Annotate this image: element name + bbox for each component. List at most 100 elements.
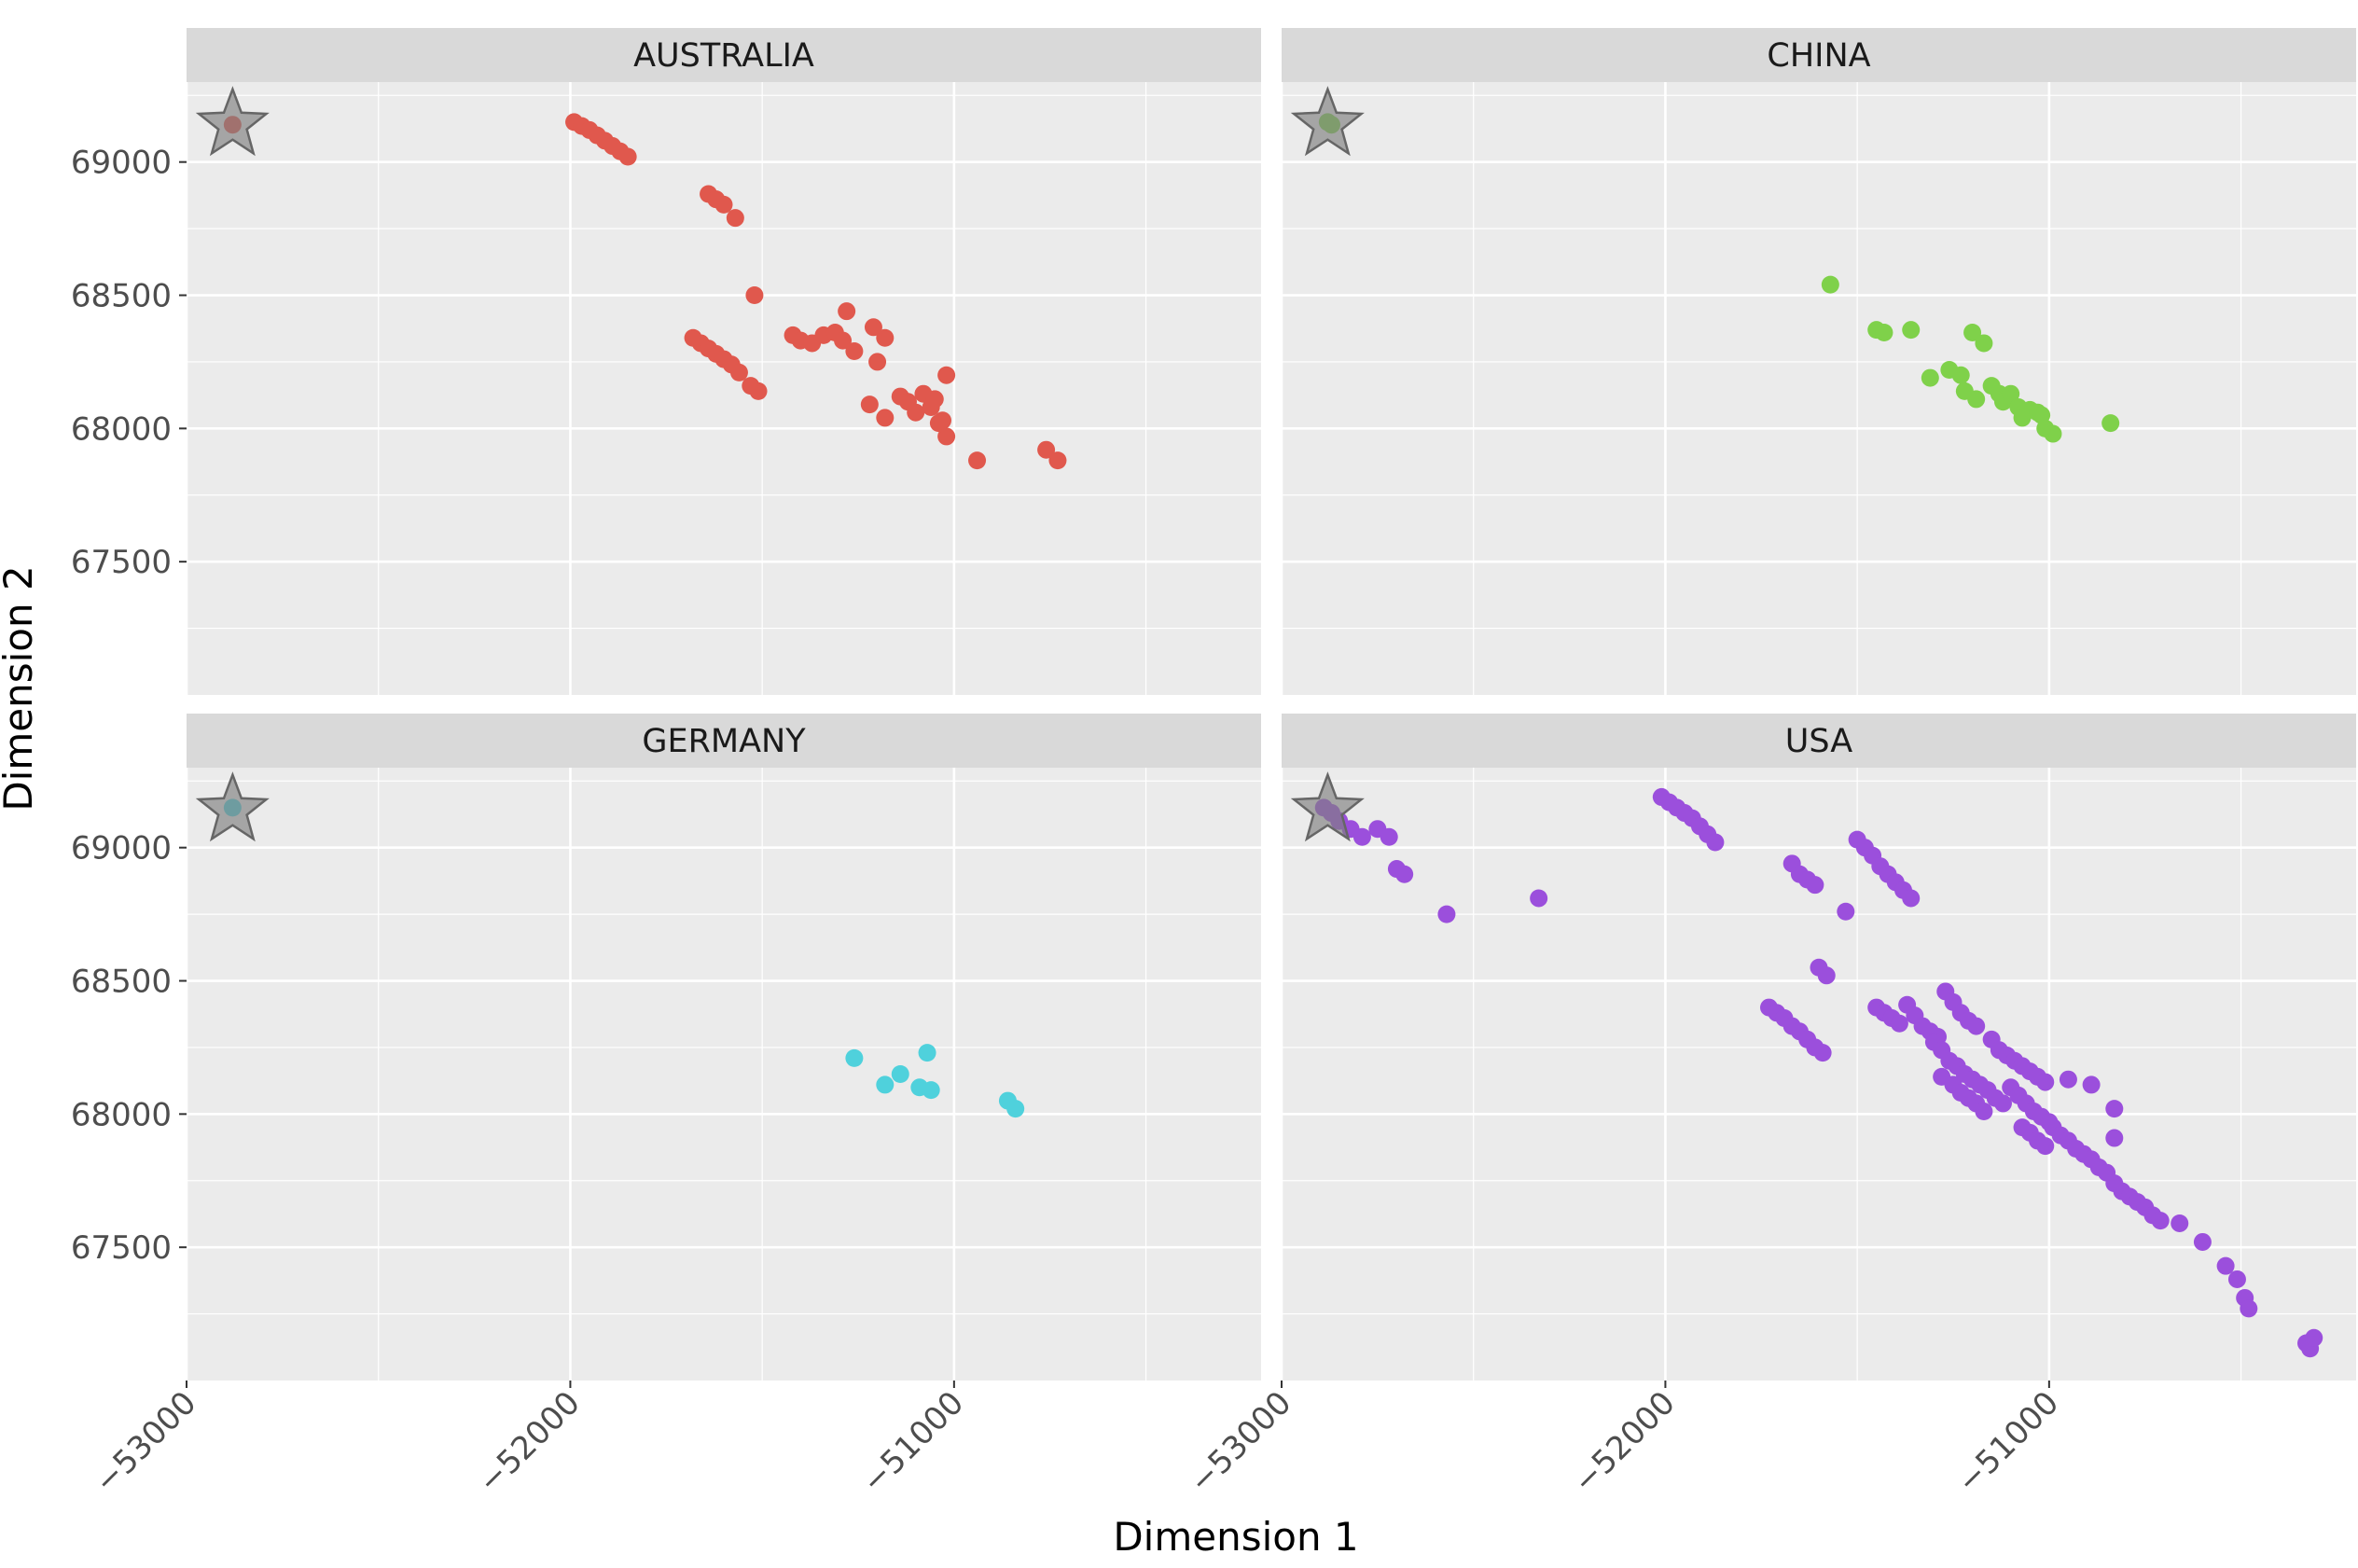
facet-label: AUSTRALIA xyxy=(633,37,814,75)
data-point xyxy=(2193,1232,2212,1251)
panel-background xyxy=(1282,82,2356,695)
data-point xyxy=(2105,1129,2124,1147)
data-point xyxy=(937,366,956,384)
data-point xyxy=(1037,440,1056,459)
x-tick-label: −52000 xyxy=(471,1384,588,1501)
facet-label: GERMANY xyxy=(642,723,806,760)
data-point xyxy=(876,409,895,427)
facet-strip xyxy=(1282,28,2356,82)
reference-star-marker xyxy=(1290,86,1365,157)
data-point xyxy=(2101,414,2120,433)
data-point xyxy=(618,147,637,166)
data-point xyxy=(934,411,952,430)
data-point xyxy=(2036,1137,2055,1156)
x-tick-label: −53000 xyxy=(1182,1384,1298,1501)
panel-background xyxy=(187,768,1261,1381)
reference-star-marker xyxy=(1290,771,1365,842)
y-tick-label: 68000 xyxy=(71,1096,172,1133)
data-point xyxy=(1902,321,1921,340)
data-point xyxy=(891,1065,909,1083)
data-point xyxy=(1806,876,1824,895)
facet-strip xyxy=(187,714,1261,768)
data-point xyxy=(937,427,956,446)
data-point xyxy=(2082,1075,2101,1094)
y-tick-label: 68000 xyxy=(71,410,172,448)
data-point xyxy=(2151,1212,2170,1230)
data-point xyxy=(1395,865,1414,883)
data-point xyxy=(876,328,895,347)
data-point xyxy=(745,286,764,305)
data-point xyxy=(864,318,882,337)
data-point xyxy=(860,395,879,414)
y-tick-label: 68500 xyxy=(71,964,172,1001)
data-point xyxy=(1352,827,1371,846)
facet-strip xyxy=(1282,714,2356,768)
data-point xyxy=(1821,275,1839,294)
data-point xyxy=(845,1048,864,1067)
facet-panel-usa: USA −53000 −52000 −51000 xyxy=(1182,714,2356,1501)
data-point xyxy=(1006,1100,1025,1118)
data-point xyxy=(1967,1017,1986,1035)
data-point xyxy=(1817,966,1836,985)
data-point xyxy=(838,302,856,321)
data-point xyxy=(907,403,925,422)
panel-background xyxy=(1282,768,2356,1381)
data-point xyxy=(1967,390,1986,409)
y-tick-label: 69000 xyxy=(71,145,172,182)
data-point xyxy=(1975,1102,1993,1120)
facet-label: USA xyxy=(1785,723,1852,760)
panel-background xyxy=(187,82,1261,695)
x-axis-title: Dimension 1 xyxy=(1113,1514,1358,1560)
data-point xyxy=(1951,366,1970,384)
data-point xyxy=(1706,833,1725,852)
y-tick-label: 67500 xyxy=(71,1229,172,1267)
data-point xyxy=(2036,1073,2055,1091)
data-point xyxy=(2171,1214,2189,1232)
x-tick-label: −53000 xyxy=(87,1384,203,1501)
data-point xyxy=(1975,334,1993,353)
y-tick-label: 67500 xyxy=(71,544,172,581)
data-point xyxy=(1530,889,1548,908)
data-point xyxy=(1875,324,1893,342)
data-point xyxy=(876,1075,895,1094)
data-point xyxy=(2305,1328,2323,1347)
data-point xyxy=(2059,1070,2077,1089)
facet-strip xyxy=(187,28,1261,82)
data-point xyxy=(834,331,853,350)
reference-star-marker xyxy=(195,86,270,157)
data-point xyxy=(1437,905,1456,923)
data-point xyxy=(1902,889,1921,908)
data-point xyxy=(1048,451,1067,470)
facet-panel-china: CHINA xyxy=(1280,28,2356,695)
data-point xyxy=(2044,424,2062,443)
data-point xyxy=(1921,368,1939,387)
data-point xyxy=(2240,1299,2258,1318)
data-point xyxy=(1963,324,1982,342)
data-point xyxy=(868,353,887,371)
data-point xyxy=(2105,1100,2124,1118)
data-point xyxy=(925,390,944,409)
data-point xyxy=(845,342,864,361)
x-tick-label: −52000 xyxy=(1566,1384,1683,1501)
reference-star-marker xyxy=(195,771,270,842)
data-point xyxy=(2216,1256,2235,1275)
data-point xyxy=(1380,827,1398,846)
data-point xyxy=(2227,1270,2246,1288)
data-point xyxy=(1993,1094,2012,1113)
data-point xyxy=(2002,384,2020,403)
data-point xyxy=(1813,1044,1832,1062)
data-point xyxy=(726,209,744,228)
data-point xyxy=(729,363,748,382)
facet-label: CHINA xyxy=(1767,37,1870,75)
data-point xyxy=(918,1044,936,1062)
facet-panel-germany: GERMANY 67500 68000 68500 69000 −53000 −52000 −… xyxy=(71,714,1261,1501)
data-point xyxy=(968,451,987,470)
data-point xyxy=(749,382,768,400)
x-tick-label: −51000 xyxy=(854,1384,971,1501)
y-tick-label: 68500 xyxy=(71,278,172,315)
data-point xyxy=(922,1081,940,1100)
data-point xyxy=(1837,902,1855,921)
data-point xyxy=(2032,406,2051,424)
x-tick-label: −51000 xyxy=(1949,1384,2066,1501)
